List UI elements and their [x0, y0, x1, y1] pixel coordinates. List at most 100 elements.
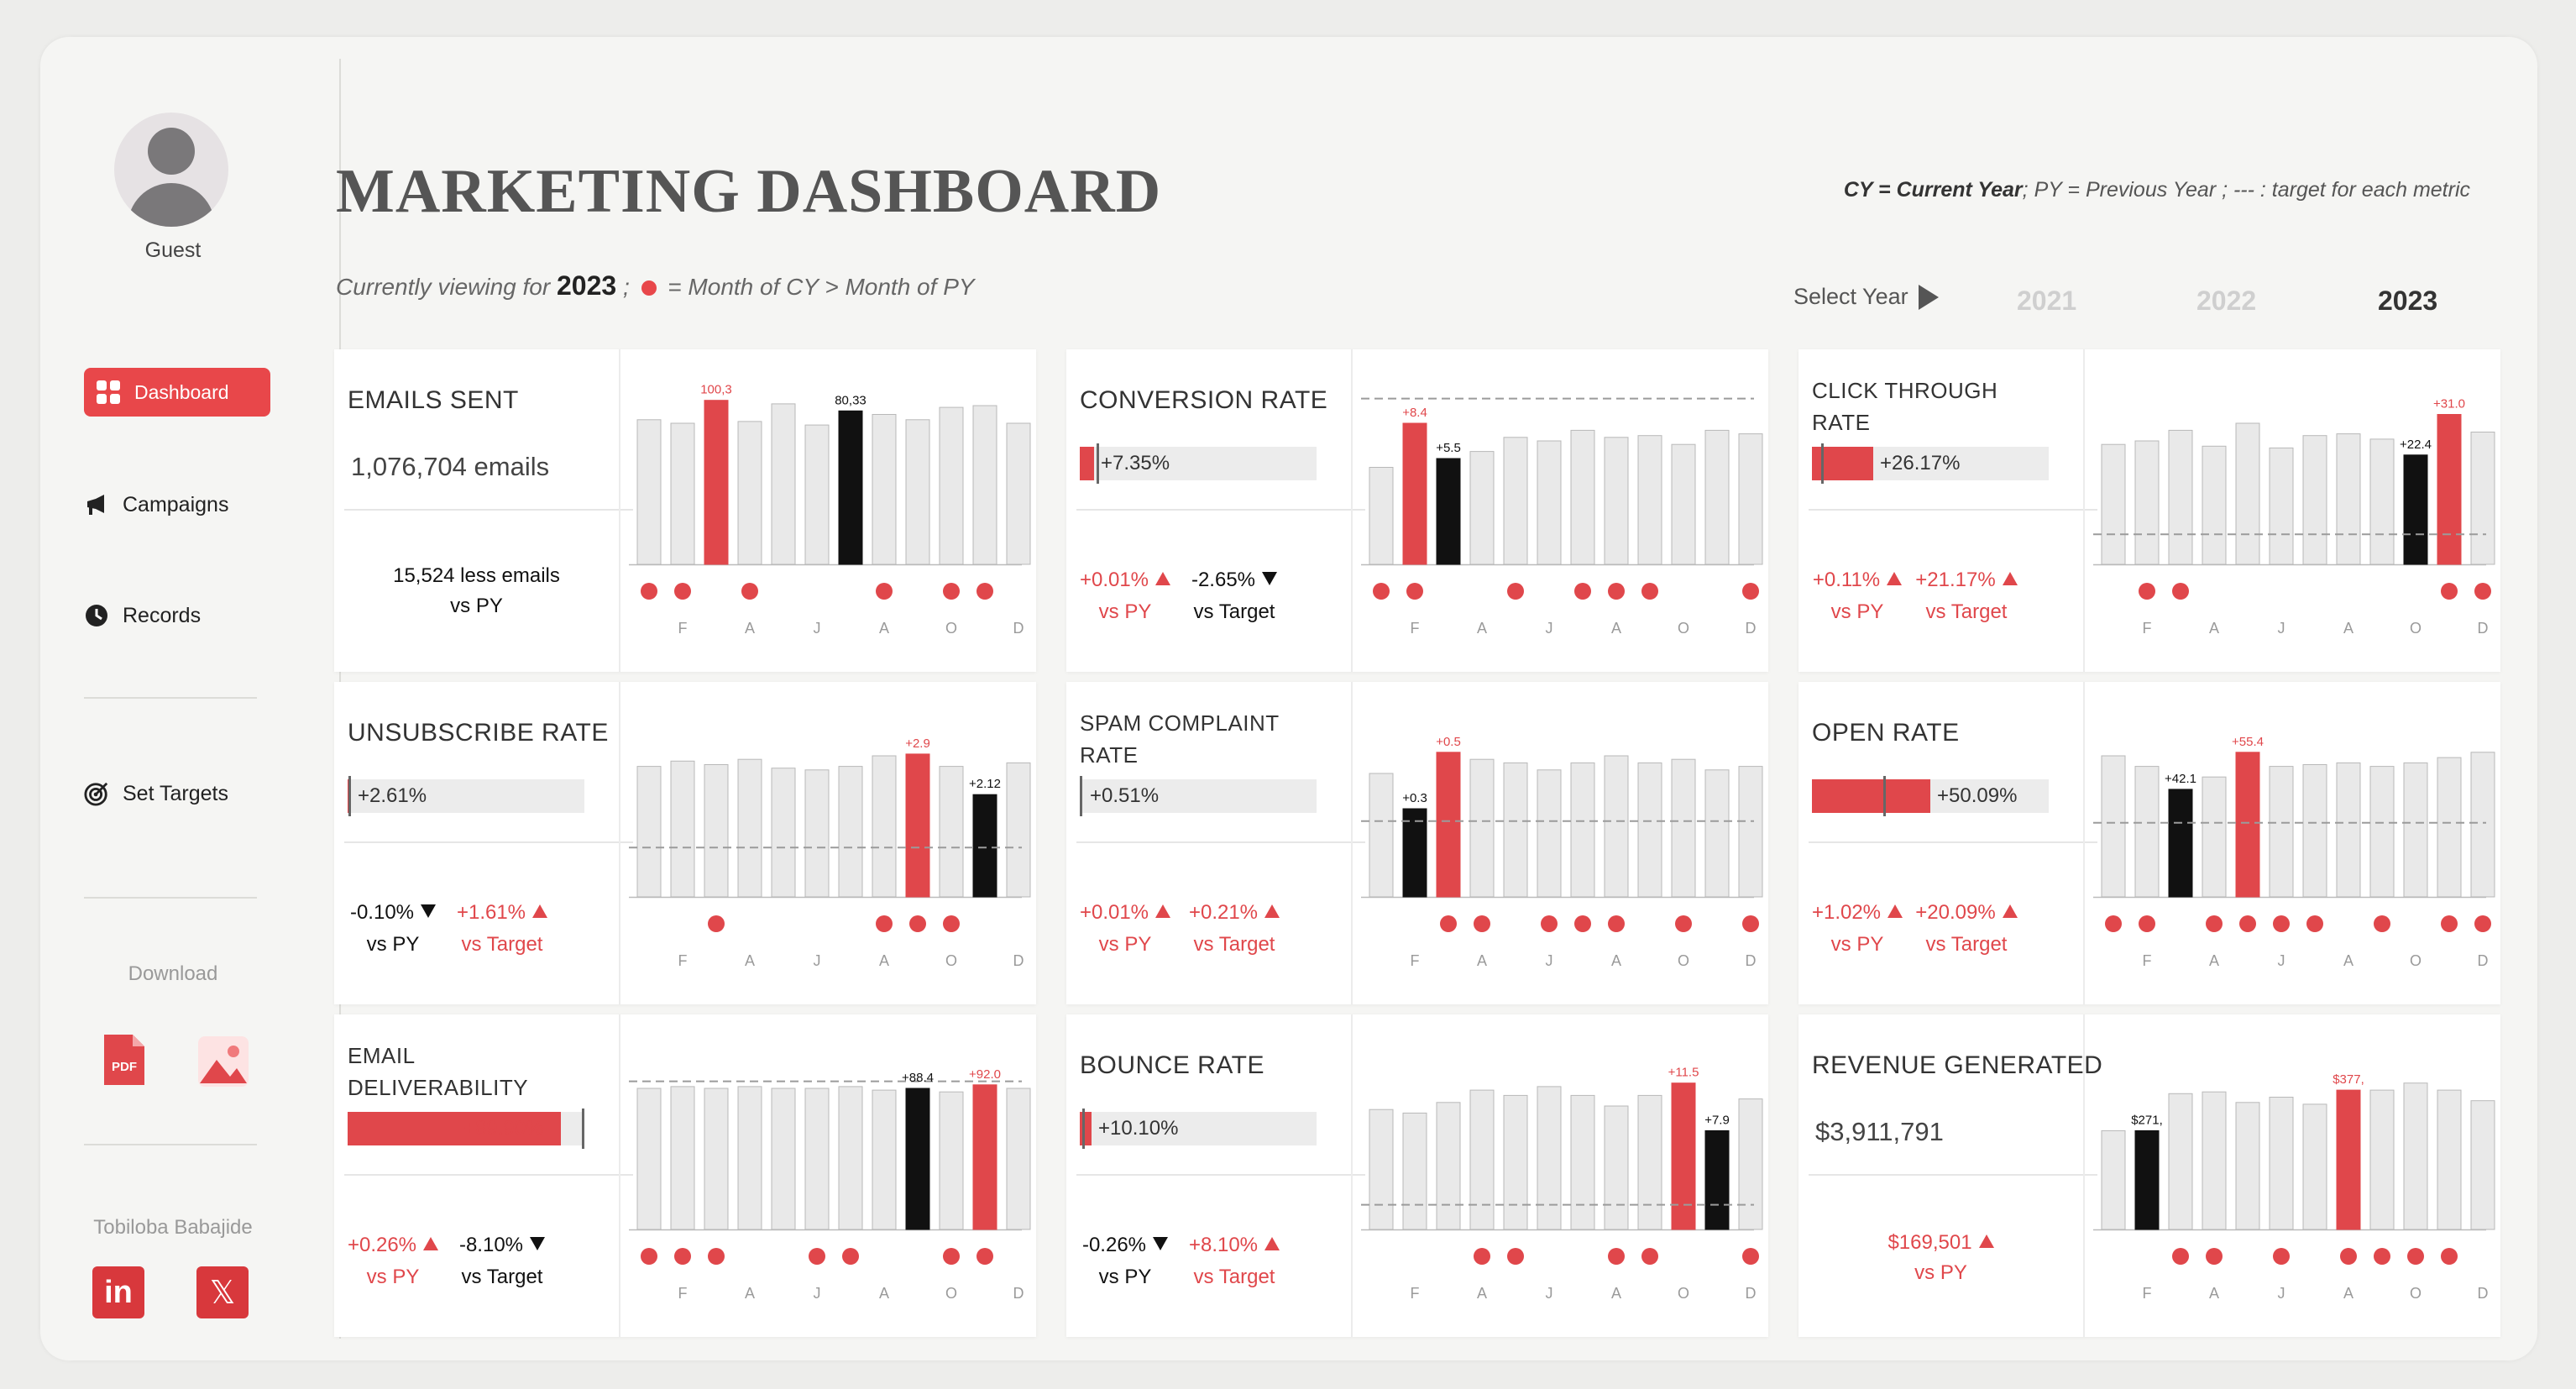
sidebar-divider — [84, 897, 257, 899]
chart-bar — [804, 769, 830, 898]
card-title: OPEN RATE — [1812, 719, 1960, 747]
kpi-label: +50.09% — [1937, 784, 2018, 807]
select-year-label: Select Year — [1793, 284, 1908, 309]
kpi-progress-bar: +0.51% — [1080, 776, 1317, 816]
month-tick-label: D — [2478, 952, 2489, 969]
chart-bar — [2134, 1130, 2160, 1230]
comparison-value: -0.26% — [1081, 1234, 1147, 1256]
month-tick-label: A — [2343, 620, 2353, 637]
cy-greater-dot — [1507, 583, 1524, 600]
month-tick-label: F — [678, 952, 688, 969]
chart-bar — [1006, 1088, 1031, 1230]
chart-svg: +31.0 +22.4 F A J A O D — [2093, 397, 2495, 637]
max-value-label: +0.5 — [1436, 735, 1461, 749]
chart-bar — [2470, 752, 2495, 898]
card-divider — [1809, 841, 2097, 843]
pdf-icon-text: PDF — [112, 1060, 137, 1074]
author-name: Tobiloba Babajide — [93, 1216, 253, 1239]
sidebar-divider — [84, 1144, 257, 1145]
kpi-card: REVENUE GENERATED $3,911,791 $169,501 vs PY… — [1798, 1014, 2500, 1337]
chart-bar — [804, 424, 830, 565]
linkedin-icon[interactable]: in — [92, 1266, 144, 1318]
month-tick-label: D — [1013, 952, 1024, 969]
comparison-label: vs Target — [1193, 933, 1275, 956]
month-tick-label: A — [2209, 1285, 2219, 1302]
nav-campaigns[interactable]: Campaigns — [84, 480, 228, 529]
sidebar: Guest Dashboard Campaigns Records Set Ta… — [40, 37, 339, 1360]
kpi-progress-fill — [348, 1112, 561, 1145]
chart-bar — [872, 755, 897, 898]
month-tick-label: A — [2343, 952, 2353, 969]
chart-bar — [2202, 776, 2227, 898]
month-tick-label: D — [2478, 620, 2489, 637]
chart-bar — [1738, 1098, 1763, 1230]
cy-greater-dot — [876, 583, 893, 600]
chart-bar — [939, 406, 964, 565]
chart-bar — [2336, 762, 2361, 898]
chart-bar — [1604, 1105, 1629, 1230]
card-vertical-divider — [619, 349, 620, 672]
up-triangle-icon — [1264, 1237, 1280, 1250]
cy-greater-dot — [976, 583, 993, 600]
chart-bar — [1637, 762, 1662, 898]
chart-bar — [1436, 458, 1461, 565]
year-option-2021[interactable]: 2021 — [2017, 286, 2077, 316]
cy-greater-dot — [842, 1248, 859, 1265]
chart-bar — [1369, 467, 1394, 565]
x-twitter-icon[interactable]: 𝕏 — [196, 1266, 249, 1318]
month-tick-label: F — [678, 620, 688, 637]
comparison-row: +0.01% — [1066, 897, 1184, 929]
card-value: $3,911,791 — [1815, 1117, 1944, 1146]
min-value-label: +2.12 — [969, 777, 1001, 791]
down-triangle-icon — [1153, 1237, 1169, 1250]
select-year: Select Year — [1793, 284, 1939, 310]
chart-bar — [1503, 762, 1528, 898]
card-divider — [1076, 509, 1365, 511]
legend-cy: CY = Current Year — [1843, 178, 2023, 202]
card-title: BOUNCE RATE — [1080, 1051, 1264, 1079]
chart-bar — [1604, 437, 1629, 565]
cy-greater-dot — [1574, 915, 1591, 932]
avatar[interactable] — [114, 113, 228, 227]
note-line-1: 15,524 less emails — [393, 564, 560, 587]
comparison-label: vs PY — [1098, 933, 1152, 956]
nav-records[interactable]: Records — [84, 591, 201, 640]
chart-bar — [670, 1086, 695, 1230]
comparison-row: +21.17% — [1908, 564, 2025, 596]
comparison-label: vs Target — [1193, 1266, 1275, 1288]
pdf-download-icon[interactable]: PDF — [99, 1033, 149, 1088]
subtitle-year: 2023 — [556, 270, 617, 301]
chart-bar — [2403, 762, 2428, 898]
chart-bar — [972, 405, 997, 565]
kpi-target-tick — [1082, 1109, 1085, 1149]
up-triangle-icon — [423, 1237, 439, 1250]
max-value-label: +55.4 — [2232, 735, 2264, 749]
card-divider — [344, 841, 633, 843]
comparison-row: +1.61% — [443, 897, 561, 929]
month-tick-label: A — [1477, 952, 1487, 969]
subtitle-separator: ; — [622, 274, 630, 300]
cy-greater-dot — [2273, 1248, 2290, 1265]
image-download-icon[interactable] — [196, 1035, 249, 1090]
cy-greater-dot — [2474, 915, 2491, 932]
nav-set-targets[interactable]: Set Targets — [84, 769, 228, 818]
month-tick-label: J — [1546, 1285, 1553, 1302]
comparison-value: +20.09% — [1915, 901, 1996, 924]
cy-greater-dot — [1608, 1248, 1625, 1265]
year-option-2023[interactable]: 2023 — [2378, 286, 2438, 316]
nav-dashboard[interactable]: Dashboard — [84, 368, 270, 417]
cy-greater-dot — [1541, 915, 1558, 932]
card-divider — [1809, 509, 2097, 511]
download-label: Download — [128, 962, 218, 985]
cy-greater-dot — [2206, 1248, 2223, 1265]
min-value-label: +88.4 — [902, 1071, 934, 1085]
cy-greater-dot — [2206, 915, 2223, 932]
year-option-2022[interactable]: 2022 — [2196, 286, 2257, 316]
comparison-label: vs Target — [1193, 600, 1275, 623]
cy-greater-dot — [641, 583, 657, 600]
comparison-row: +20.09% — [1908, 897, 2025, 929]
monthly-bar-chart: +0.5 +0.3 F A J A O D — [1353, 682, 1768, 1004]
month-tick-label: O — [1678, 1285, 1689, 1302]
chart-bar — [972, 794, 997, 898]
kpi-card: UNSUBSCRIBE RATE +2.61% -0.10% vs PY +1.61% v… — [334, 682, 1036, 1004]
